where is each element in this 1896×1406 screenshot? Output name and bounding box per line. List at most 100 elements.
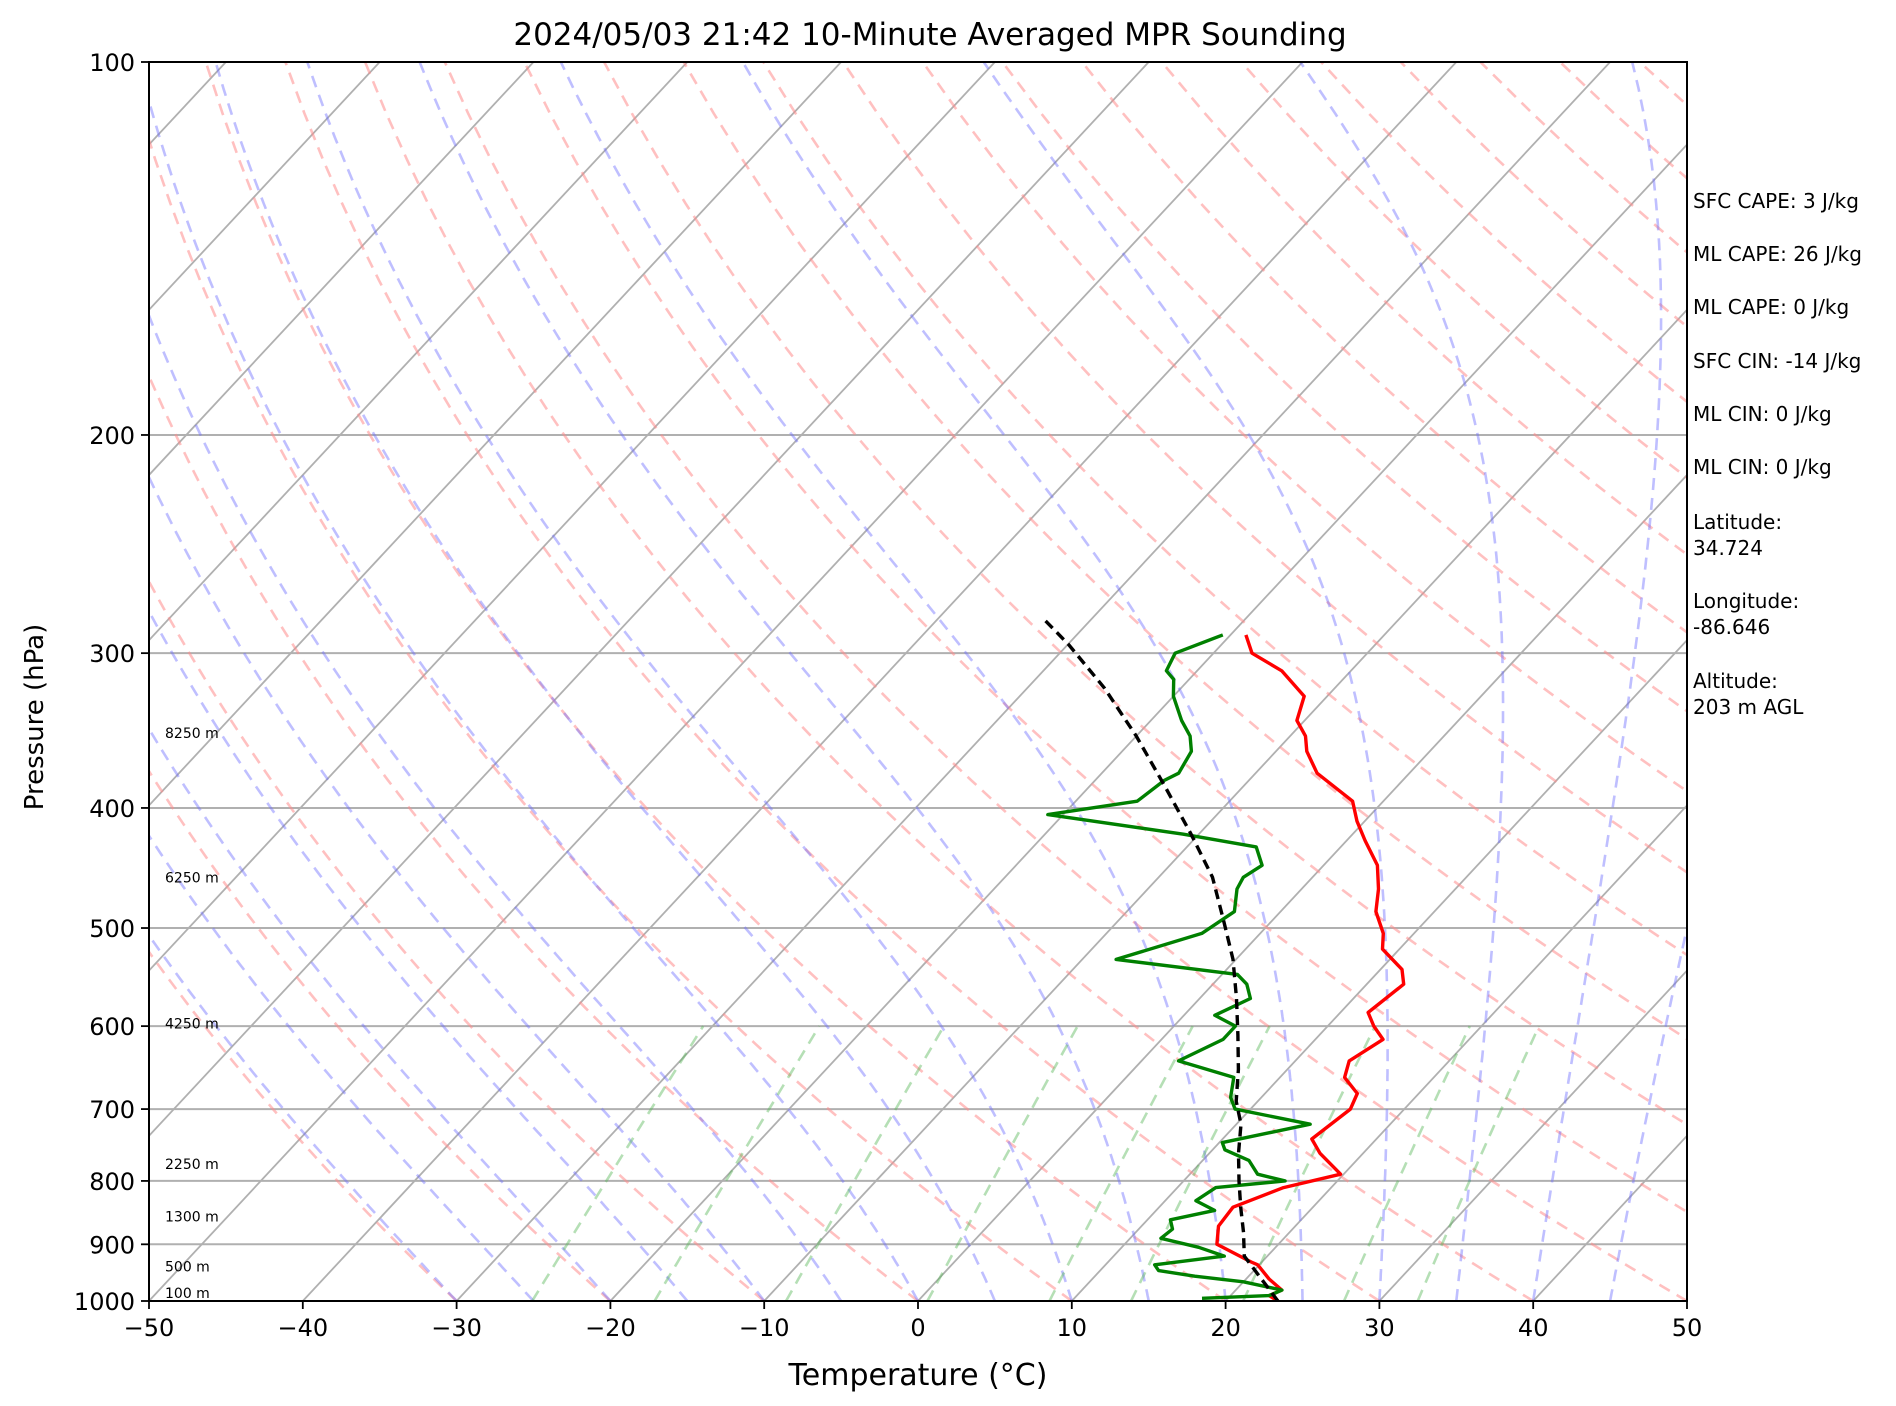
moist-adiabat-line — [149, 726, 612, 1301]
mixing-ratio-line — [1342, 1025, 1471, 1301]
mixing-ratio-line — [926, 1025, 1079, 1301]
isotherm-line — [917, 473, 1687, 1301]
sfc-cin-text: SFC CIN: -14 J/kg — [1693, 349, 1862, 373]
ml-cin-text: ML CIN: 0 J/kg — [1693, 402, 1832, 426]
moist-adiabat-line — [982, 62, 1389, 1301]
moist-adiabat-line — [559, 62, 1227, 1301]
x-axis-label: Temperature (°C) — [788, 1358, 1048, 1393]
x-tick-label: −20 — [585, 1314, 636, 1342]
ml-cape-text-2: ML CAPE: 0 J/kg — [1693, 295, 1850, 319]
mixing-ratio-line — [784, 1025, 946, 1301]
dry-adiabat-line — [842, 62, 1687, 874]
dry-adiabat-line — [443, 62, 1687, 1301]
height-label: 500 m — [165, 1260, 210, 1276]
isotherm-line — [149, 62, 1304, 1301]
dry-adiabat-line — [149, 372, 919, 1301]
moist-adiabat-line — [149, 474, 766, 1301]
data-series — [1043, 618, 1406, 1301]
dewpoint-profile-line — [1046, 633, 1312, 1300]
dry-adiabat-line — [149, 578, 766, 1301]
isotherm-line — [763, 308, 1687, 1301]
moist-adiabat-line — [306, 62, 1074, 1301]
plot-frame — [148, 61, 1688, 1302]
y-tick-label: 100 — [89, 49, 135, 77]
height-label: 2250 m — [165, 1157, 219, 1173]
x-tick-label: −30 — [431, 1314, 482, 1342]
y-tick-label: 400 — [89, 795, 135, 823]
dry-adiabat-line — [204, 62, 1227, 1301]
isotherm-line — [302, 62, 1457, 1301]
mixing-ratio-line — [531, 1025, 705, 1301]
x-tick-label: 10 — [1057, 1314, 1088, 1342]
dry-adiabat-line — [149, 135, 1073, 1301]
dry-adiabat-line — [1001, 62, 1687, 713]
mixing-ratio-line — [1416, 1025, 1541, 1301]
isotherm-line — [149, 62, 1150, 1138]
moist-adiabat-line — [149, 933, 458, 1301]
ml-cape-text: ML CAPE: 26 J/kg — [1693, 242, 1862, 266]
ml-cin-text-2: ML CIN: 0 J/kg — [1693, 455, 1832, 479]
chart-title: 2024/05/03 21:42 10-Minute Averaged MPR … — [513, 17, 1346, 53]
parcel-profile-line — [1043, 618, 1280, 1301]
moist-adiabat-line — [149, 833, 535, 1301]
moist-adiabat-line — [418, 62, 1150, 1301]
x-tick-label: −40 — [277, 1314, 328, 1342]
dry-adiabat-line — [1879, 62, 1896, 1301]
isotherm-line — [149, 62, 996, 972]
isotherm-line — [1071, 638, 1687, 1301]
mixing-ratio-line — [653, 1025, 821, 1301]
x-tick-label: 0 — [910, 1314, 925, 1342]
moist-adiabat-line — [214, 62, 997, 1301]
mixing-ratio-line — [1048, 1025, 1194, 1301]
isotherm-line — [149, 62, 535, 477]
dry-adiabat-line — [682, 62, 1687, 1041]
dry-adiabat-line — [284, 62, 1381, 1301]
y-tick-label: 1000 — [74, 1288, 135, 1316]
y-tick-label: 500 — [89, 915, 135, 943]
y-tick-label: 200 — [89, 422, 135, 450]
dry-adiabat-line — [921, 62, 1687, 793]
isotherm-line — [149, 62, 381, 312]
x-tick-label: 40 — [1518, 1314, 1549, 1342]
temperature-profile-line — [1215, 634, 1406, 1301]
isotherm-line — [1378, 969, 1687, 1301]
longitude-text: Longitude: -86.646 — [1693, 589, 1800, 639]
y-tick-label: 600 — [89, 1013, 135, 1041]
mixing-ratio-line — [1129, 1025, 1271, 1301]
moist-adiabat-line — [149, 312, 843, 1301]
isotherm-line — [1224, 804, 1687, 1301]
moist-adiabat-line — [149, 608, 689, 1301]
moist-adiabat-line — [1608, 922, 1687, 1301]
dry-adiabat-line — [762, 62, 1687, 957]
sfc-cape-text: SFC CAPE: 3 J/kg — [1693, 189, 1859, 213]
y-axis-label: Pressure (hPa) — [20, 624, 50, 811]
height-label: 6250 m — [165, 870, 219, 886]
moist-adiabat-line — [149, 96, 920, 1301]
x-tick-label: −10 — [739, 1314, 790, 1342]
y-tick-label: 800 — [89, 1168, 135, 1196]
moist-adiabat-line — [1531, 62, 1663, 1301]
height-labels: 8250 m 6250 m 4250 m 2250 m 1300 m 500 m 100 m — [165, 726, 219, 1302]
height-label: 1300 m — [165, 1210, 219, 1226]
x-tick-label: 30 — [1364, 1314, 1395, 1342]
y-tick-label: 700 — [89, 1096, 135, 1124]
altitude-text: Altitude: 203 m AGL — [1693, 669, 1804, 719]
isotherm-line — [149, 62, 688, 642]
moist-adiabat-line — [1299, 62, 1505, 1301]
x-tick-label: 20 — [1210, 1314, 1241, 1342]
latitude-text: Latitude: 34.724 — [1693, 510, 1783, 560]
axes: −50 −40 −30 −20 −10 0 10 20 30 40 50 100 200 300 400 50… — [74, 49, 1702, 1342]
background-lines — [149, 62, 1896, 1301]
height-label: 4250 m — [165, 1016, 219, 1032]
y-tick-label: 300 — [89, 640, 135, 668]
isotherm-line — [149, 62, 842, 807]
isotherm-line — [455, 62, 1611, 1301]
isotherm-line — [609, 143, 1687, 1301]
mixing-ratio-line — [1242, 1025, 1377, 1301]
dry-adiabat-line — [149, 768, 612, 1301]
x-tick-label: 50 — [1672, 1314, 1703, 1342]
y-tick-label: 900 — [89, 1231, 135, 1259]
x-tick-label: −50 — [124, 1314, 175, 1342]
dry-adiabat-line — [363, 62, 1534, 1301]
